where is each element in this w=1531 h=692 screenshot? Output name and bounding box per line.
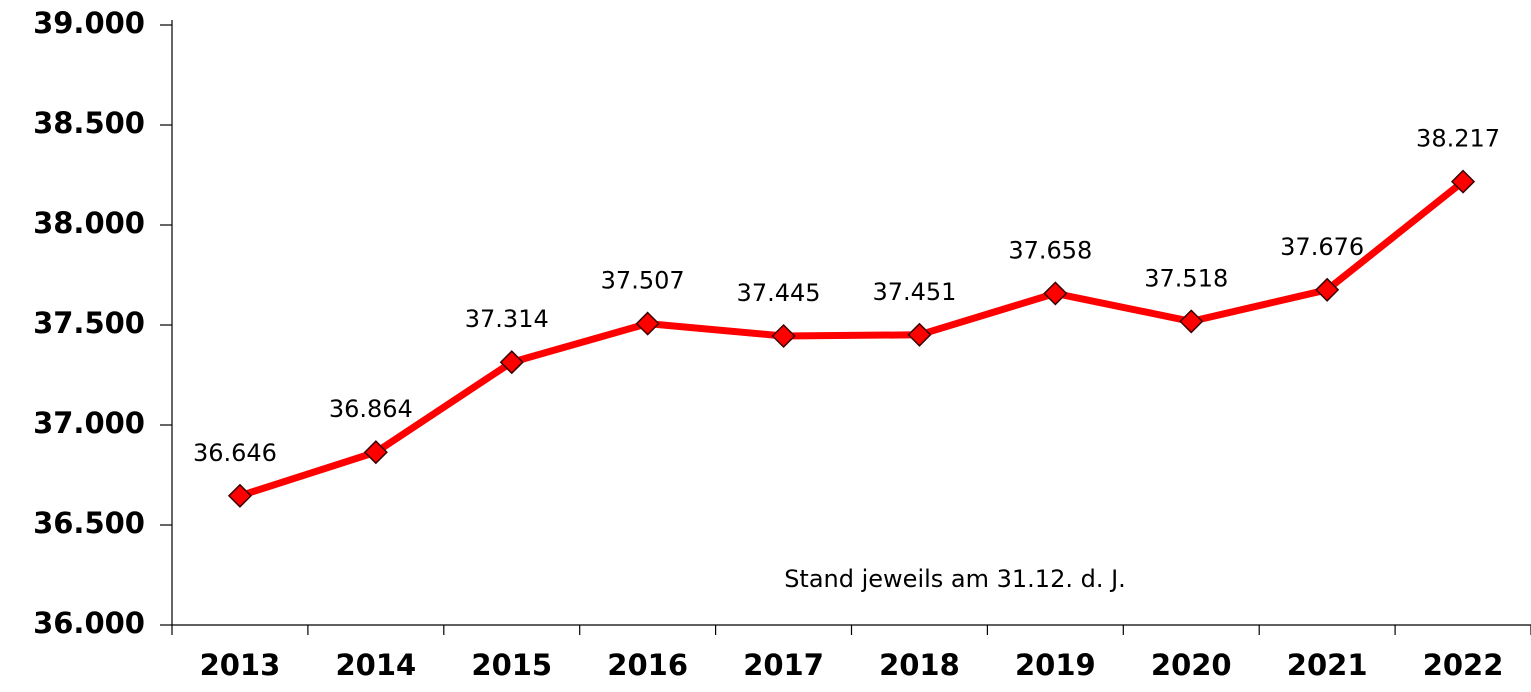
data-label: 36.864 — [329, 395, 413, 423]
marker — [1450, 169, 1476, 194]
marker — [1179, 309, 1204, 334]
x-tick-label: 2022 — [1423, 648, 1504, 682]
data-label: 38.217 — [1416, 125, 1500, 153]
marker — [635, 311, 660, 336]
marker — [499, 350, 524, 375]
data-label: 37.518 — [1144, 264, 1228, 292]
data-label: 37.445 — [737, 279, 821, 307]
marker — [1043, 281, 1068, 306]
y-tick-label: 36.500 — [33, 506, 145, 540]
marker — [771, 323, 796, 349]
y-tick-label: 38.500 — [33, 106, 145, 140]
data-label: 37.314 — [465, 305, 549, 333]
x-tick-label: 2015 — [471, 648, 552, 682]
x-tick-label: 2016 — [607, 648, 688, 682]
data-label: 37.507 — [601, 267, 685, 295]
data-label: 37.676 — [1280, 233, 1364, 261]
x-tick-label: 2019 — [1015, 648, 1096, 682]
y-tick-label: 38.000 — [33, 206, 145, 240]
y-tick-label: 37.000 — [33, 406, 145, 440]
x-tick-label: 2017 — [743, 648, 824, 682]
y-tick-label: 37.500 — [33, 306, 145, 340]
annotation: Stand jeweils am 31.12. d. J. — [784, 565, 1126, 593]
marker — [1315, 277, 1340, 302]
x-tick-label: 2021 — [1287, 648, 1368, 682]
data-label: 37.451 — [872, 278, 956, 306]
y-tick-label: 39.000 — [33, 6, 145, 40]
data-label: 37.658 — [1008, 236, 1092, 264]
line — [238, 178, 1466, 500]
marker — [363, 440, 388, 465]
x-tick-label: 2014 — [335, 648, 416, 682]
data-label: 36.646 — [193, 439, 277, 467]
marker — [227, 483, 253, 508]
x-tick-label: 2020 — [1151, 648, 1232, 682]
x-tick-label: 2013 — [200, 648, 281, 682]
x-tick-label: 2018 — [879, 648, 960, 682]
y-tick-label: 36.000 — [33, 606, 145, 640]
marker — [907, 322, 932, 347]
